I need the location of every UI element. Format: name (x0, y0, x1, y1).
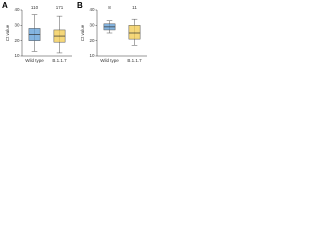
chart: A Ct value 10 20 30 40 110 Wild type 171 B.1.1.7 B… (2, 1, 147, 63)
count-label: 171 (56, 5, 64, 10)
y-tick-label: 30 (89, 23, 95, 28)
y-axis-label: Ct value (5, 24, 10, 41)
y-tick-label: 40 (89, 7, 95, 12)
y-tick-label: 10 (14, 53, 20, 58)
y-tick-label: 20 (14, 38, 20, 43)
x-tick-label: Wild type (25, 58, 44, 63)
count-label: 11 (132, 5, 137, 10)
y-tick-label: 40 (14, 7, 20, 12)
box (128, 25, 141, 40)
y-tick-label: 30 (14, 23, 20, 28)
y-axis-label: Ct value (80, 24, 85, 41)
x-tick-label: Wild type (100, 58, 119, 63)
count-label: 8 (108, 5, 111, 10)
y-tick-label: 20 (89, 38, 95, 43)
panel-title: B (77, 1, 83, 10)
count-label: 110 (31, 5, 39, 10)
x-tick-label: B.1.1.7 (127, 58, 142, 63)
panel-title: A (2, 1, 8, 10)
y-tick-label: 10 (89, 53, 95, 58)
x-tick-label: B.1.1.7 (52, 58, 67, 63)
